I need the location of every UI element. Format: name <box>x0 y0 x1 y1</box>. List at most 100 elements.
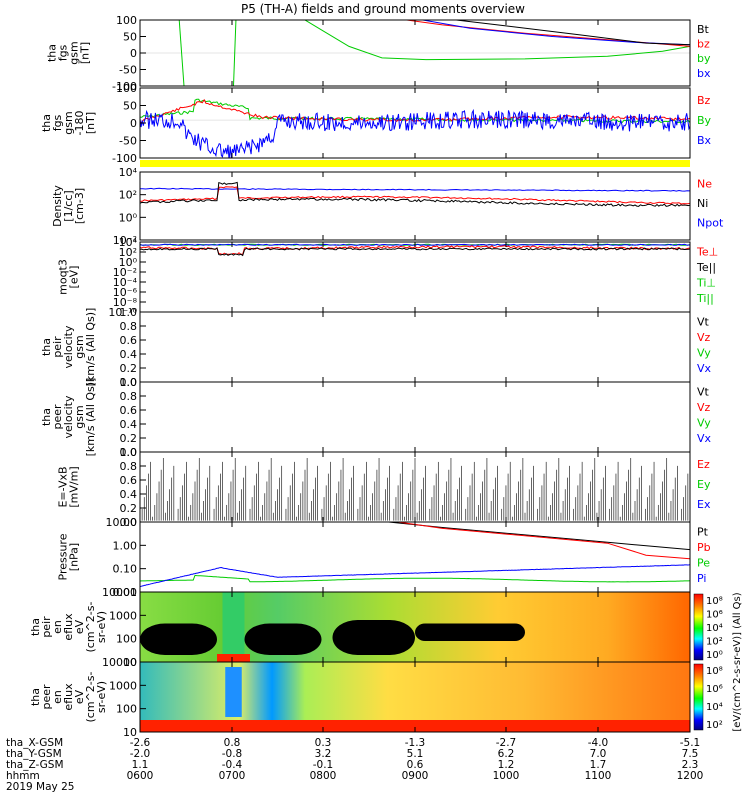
ylabel-line: peir <box>40 616 53 638</box>
colorbar-label: [eV/(cm^2-s-sr-eV)] (All Qs) <box>732 592 743 731</box>
trace-npot <box>140 187 690 192</box>
ytick-label: 0.0 <box>120 516 138 529</box>
ytick-label: 0.8 <box>120 460 138 473</box>
trace-ne <box>140 186 690 205</box>
legend-ni: Ni <box>697 197 708 210</box>
legend-ey: Ey <box>697 478 711 491</box>
peir-void-3 <box>332 620 415 655</box>
xaxis-value: 0.3 <box>315 737 332 749</box>
colorbar <box>693 663 704 731</box>
xaxis-value: 1.7 <box>590 759 607 771</box>
xaxis-value: -1.3 <box>405 737 426 749</box>
ytick-label: 100 <box>116 633 137 646</box>
panel-traces-fgs-gsm <box>140 20 690 86</box>
ytick-label: 10⁰ <box>119 211 138 224</box>
legend-te: Te|| <box>696 261 716 274</box>
xaxis-value: 0600 <box>127 770 154 782</box>
ytick-label: 50 <box>123 100 137 113</box>
ytick-label: 0.4 <box>120 488 138 501</box>
legend-bx: Bx <box>697 134 712 147</box>
ylabel-line: sr-eV) <box>95 611 108 643</box>
legend-pb: Pb <box>697 541 711 554</box>
ytick-label: 10⁻⁴ <box>113 276 138 289</box>
ylabel-line: tha <box>46 44 59 62</box>
ytick-label: 0.10 <box>113 563 138 576</box>
ylabel-line: (cm^2-s- <box>84 672 97 723</box>
ytick-label: 0.6 <box>120 334 138 347</box>
peer-red-band <box>140 720 690 732</box>
xaxis-value: 0700 <box>219 770 246 782</box>
xaxis-value: -5.1 <box>680 737 701 749</box>
trace-te-perp <box>140 245 690 256</box>
x-axis-footer: tha_X-GSM -2.6 0.8 0.3 -1.3 -2.7 -4.0 -5.1 tha_Y… <box>6 737 703 793</box>
ylabel-line: tha <box>40 338 53 356</box>
colorbar-tick: 10² <box>706 720 723 731</box>
colorbar-tick: 10⁶ <box>706 684 723 695</box>
legend-pi: Pi <box>697 572 706 585</box>
ytick-label: 0.6 <box>120 404 138 417</box>
ylabel-line: [km/s (All Qs)] <box>84 378 97 457</box>
ytick-label: 0.0 <box>120 446 138 459</box>
legend-npot: Npot <box>697 217 724 230</box>
peir-void-2 <box>244 623 322 655</box>
xaxis-value: 7.0 <box>590 748 607 760</box>
ylabel-line: eV <box>73 619 86 634</box>
ylabel-line: [km/s (All Qs)] <box>84 308 97 387</box>
ytick-label: 0.4 <box>120 418 138 431</box>
xaxis-value: -2.0 <box>130 748 151 760</box>
ytick-label: 1000 <box>109 609 137 622</box>
xaxis-row-label: hhmm <box>6 770 40 782</box>
peir-red-band <box>217 654 250 662</box>
ytick-label: -100 <box>112 80 137 93</box>
ytick-label: 10000 <box>102 586 137 599</box>
ylabel-line: Pressure <box>57 533 70 580</box>
legend-by: By <box>697 114 712 127</box>
ytick-label: 50 <box>123 31 137 44</box>
colorbar-tick: 10⁰ <box>706 650 723 661</box>
ylabel-line: (cm^2-s- <box>84 602 97 653</box>
ylabel-line: [nT] <box>84 112 97 134</box>
colorbar-tick: 10⁴ <box>706 623 723 634</box>
panel-peer-eflux: 10000 1000 100 10 thapeerenefluxeV(cm^2-s-sr… <box>29 656 723 739</box>
ylabel-line: [eV] <box>68 266 81 289</box>
ylabel-line: velocity <box>62 395 75 438</box>
ylabel-line: eV <box>73 689 86 704</box>
legend-by: by <box>697 52 711 65</box>
ytick-label: 10 <box>123 726 137 739</box>
panel-frame-temperature <box>139 241 691 313</box>
ytick-label: 10⁴ <box>119 166 138 179</box>
xaxis-row-label: tha_X-GSM <box>6 737 63 749</box>
ylabel-line: gsm <box>73 405 86 428</box>
plot-title: P5 (TH-A) fields and ground moments over… <box>241 2 525 16</box>
ylabel-line: peer <box>51 404 64 430</box>
ytick-label: 1.0 <box>120 446 138 459</box>
xaxis-row-label: tha_Z-GSM <box>6 759 64 771</box>
ylabel-line: [mV/m] <box>68 466 81 507</box>
legend-vz: Vz <box>697 401 711 414</box>
xaxis-value: 1.2 <box>498 759 515 771</box>
colorbar-tick: 10⁸ <box>706 596 723 607</box>
ytick-label: 10² <box>119 189 137 202</box>
legend-pe: Pe <box>697 556 710 569</box>
xaxis-value: 1100 <box>585 770 612 782</box>
trace-te-par <box>140 247 690 257</box>
ylabel-line: tha <box>40 114 53 132</box>
xaxis-value: 0900 <box>402 770 429 782</box>
panel-peir-eflux: 10000 1000 100 10 thapeirenefluxeV(cm^2-s-sr… <box>29 586 723 669</box>
xaxis-value: 6.2 <box>498 748 515 760</box>
trace-pi <box>140 564 690 588</box>
ytick-label: 0.2 <box>120 432 138 445</box>
panel-peer-velocity: 1.00.80.60.40.20.0thapeervelocitygsm[km/… <box>40 376 712 459</box>
ytick-label: 0.6 <box>120 474 138 487</box>
ytick-label: 10⁴ <box>119 236 138 249</box>
legend-ti: Ti⊥ <box>696 276 716 289</box>
xaxis-value: 1200 <box>677 770 704 782</box>
ytick-label: 10⁻² <box>113 266 137 279</box>
panel-frame-peer-velocity <box>139 381 691 453</box>
ytick-label: 0.01 <box>113 586 138 599</box>
ylabel-line: -180 <box>73 111 86 136</box>
peir-void-4 <box>415 623 525 641</box>
ytick-label: 10000 <box>102 656 137 669</box>
panel-traces-e-field <box>141 458 689 521</box>
